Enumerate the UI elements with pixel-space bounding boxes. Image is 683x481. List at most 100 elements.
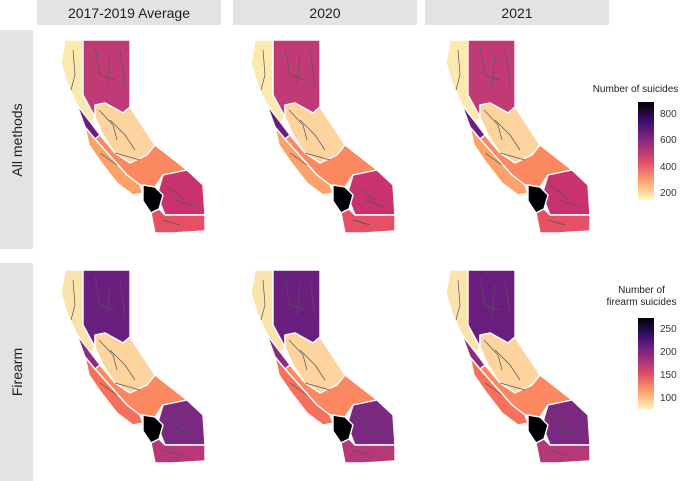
- county-border: [109, 349, 136, 381]
- county-border: [289, 152, 308, 166]
- county-border: [94, 276, 116, 311]
- county-border: [309, 279, 316, 316]
- county-border: [99, 382, 118, 396]
- county-border: [114, 152, 141, 161]
- county-border: [94, 46, 116, 81]
- county-border: [491, 284, 496, 316]
- county-border: [119, 279, 126, 316]
- county-border: [559, 429, 581, 438]
- legend-colorbar-firearm: [638, 318, 654, 410]
- county-border: [304, 152, 331, 161]
- county-border: [354, 414, 376, 431]
- county-border: [288, 109, 308, 141]
- county-border: [499, 152, 526, 161]
- legend-tick: 200: [660, 347, 677, 358]
- region-coastal-south: [84, 126, 144, 196]
- legend-colorbar-suicides: [638, 102, 654, 200]
- region-coastal-south: [84, 356, 144, 426]
- region-coastal-south: [274, 356, 334, 426]
- map-firearm-2020: [250, 269, 396, 464]
- map-firearm-2017-2019: [60, 269, 206, 464]
- county-border: [164, 184, 186, 201]
- county-border: [455, 279, 461, 321]
- county-border: [494, 119, 521, 151]
- county-border: [499, 382, 526, 391]
- county-border: [354, 184, 376, 201]
- county-border: [479, 276, 501, 311]
- county-border: [109, 119, 136, 151]
- column-header-2021: 2021: [425, 0, 609, 25]
- county-border: [352, 219, 371, 226]
- column-header-2017-2019: 2017-2019 Average: [37, 0, 221, 25]
- county-border: [99, 152, 118, 166]
- county-border: [504, 49, 511, 86]
- region-south: [150, 208, 206, 234]
- region-coastal-south: [469, 126, 529, 196]
- county-border: [174, 429, 196, 438]
- legend-tick: 250: [660, 324, 677, 335]
- region-inland: [541, 399, 591, 446]
- county-border: [162, 219, 181, 226]
- county-border: [260, 279, 266, 321]
- county-border: [491, 54, 496, 86]
- legend-tick: 400: [660, 162, 677, 173]
- row-header-firearm: Firearm: [0, 263, 33, 481]
- row-header-all-methods: All methods: [0, 30, 33, 249]
- region-south: [535, 438, 591, 464]
- region-inland: [156, 169, 206, 216]
- map-all-methods-2020: [250, 39, 396, 234]
- row-header-label: Firearm: [8, 347, 25, 397]
- county-border: [484, 382, 503, 396]
- region-coastal-south: [274, 126, 334, 196]
- county-border: [114, 382, 141, 391]
- map-all-methods-2017-2019: [60, 39, 206, 234]
- region-coastal-south: [469, 356, 529, 426]
- county-border: [174, 199, 196, 208]
- legend-tick: 200: [660, 188, 677, 199]
- county-border: [549, 184, 571, 201]
- county-border: [483, 109, 503, 141]
- region-south: [340, 208, 396, 234]
- region-south: [340, 438, 396, 464]
- county-border: [455, 49, 461, 91]
- county-border: [304, 382, 331, 391]
- column-header-label: 2020: [309, 4, 341, 21]
- region-inland: [346, 399, 396, 446]
- region-south: [535, 208, 591, 234]
- county-border: [494, 349, 521, 381]
- county-border: [309, 49, 316, 86]
- legend-tick: 150: [660, 370, 677, 381]
- county-border: [547, 449, 566, 456]
- county-border: [70, 49, 76, 91]
- county-border: [284, 46, 306, 81]
- county-border: [559, 199, 581, 208]
- county-border: [98, 339, 118, 371]
- county-border: [106, 284, 111, 316]
- row-header-label: All methods: [8, 102, 25, 177]
- map-all-methods-2021: [445, 39, 591, 234]
- column-header-label: 2021: [501, 4, 533, 21]
- region-south: [150, 438, 206, 464]
- county-border: [299, 349, 326, 381]
- region-inland: [541, 169, 591, 216]
- county-border: [164, 414, 186, 431]
- county-border: [364, 429, 386, 438]
- region-inland: [156, 399, 206, 446]
- legend-tick: 600: [660, 135, 677, 146]
- county-border: [70, 279, 76, 321]
- county-border: [504, 279, 511, 316]
- county-border: [549, 414, 571, 431]
- county-border: [106, 54, 111, 86]
- county-border: [119, 49, 126, 86]
- county-border: [296, 54, 301, 86]
- legend-tick: 100: [660, 393, 677, 404]
- legend-title-firearm-suicides: Number of firearm suicides: [606, 285, 677, 308]
- county-border: [479, 46, 501, 81]
- county-border: [284, 276, 306, 311]
- county-border: [289, 382, 308, 396]
- region-inland: [346, 169, 396, 216]
- map-firearm-2021: [445, 269, 591, 464]
- county-border: [483, 339, 503, 371]
- legend-title-suicides: Number of suicides: [592, 84, 679, 95]
- column-header-2020: 2020: [233, 0, 417, 25]
